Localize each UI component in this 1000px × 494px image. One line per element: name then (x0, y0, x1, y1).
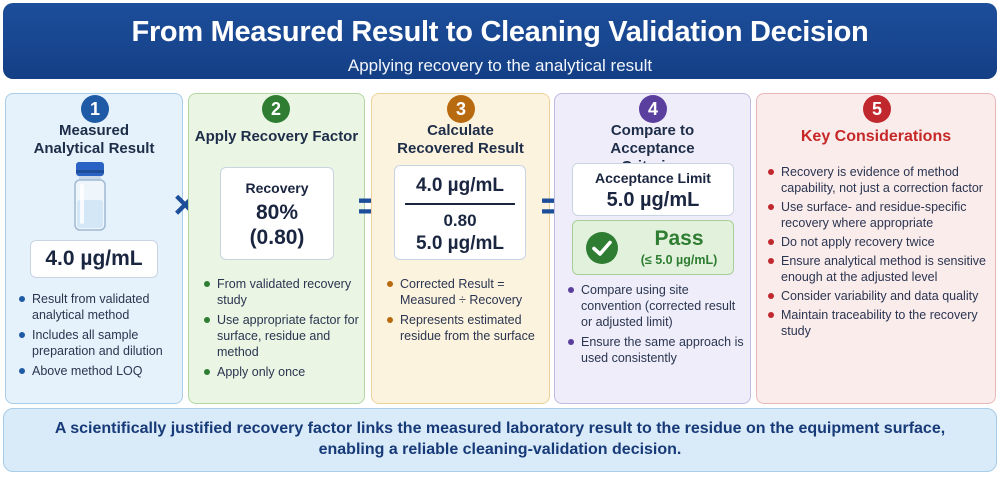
list-item: Above method LOQ (18, 363, 180, 379)
page-subtitle: Applying recovery to the analytical resu… (347, 56, 653, 75)
step-1-title: Measured Analytical Result (33, 122, 155, 157)
summary-line-1: A scientifically justified recovery fact… (54, 420, 946, 437)
list-item: Use surface- and residue-specific recove… (767, 199, 989, 231)
step-5-number-badge: 5 (863, 95, 891, 123)
step-2-number-badge: 2 (262, 95, 290, 123)
pass-result-box: Pass (≤ 5.0 µg/mL) (572, 220, 734, 275)
pass-detail: (≤ 5.0 µg/mL) (640, 253, 718, 267)
acceptance-limit-box: Acceptance Limit 5.0 µg/mL (572, 163, 734, 216)
list-item: Compare using site convention (corrected… (567, 282, 745, 330)
recovery-label: Recovery (245, 180, 309, 196)
calc-numerator: 4.0 µg/mL (415, 175, 505, 196)
step-3-title: Calculate Recovered Result (397, 122, 524, 157)
list-item: Maintain traceability to the recovery st… (767, 307, 989, 339)
list-item: Includes all sample preparation and dilu… (18, 327, 180, 359)
measured-result-value: 4.0 µg/mL (30, 240, 158, 278)
list-item: Corrected Result = Measured ÷ Recovery (386, 276, 546, 308)
calculation-box: 4.0 µg/mL 0.80 5.0 µg/mL (394, 165, 526, 260)
list-item: Result from validated analytical method (18, 291, 180, 323)
list-item: Consider variability and data quality (767, 288, 989, 304)
calc-result: 5.0 µg/mL (415, 232, 505, 254)
list-item: Represents estimated residue from the su… (386, 312, 546, 344)
step-5-panel: 5 Key Considerations Recovery is evidenc… (756, 93, 996, 404)
list-item: Ensure the same approach is used consist… (567, 334, 745, 366)
list-item: Use appropriate factor for surface, resi… (203, 312, 363, 360)
key-considerations-list: Recovery is evidence of method capabilit… (767, 164, 989, 342)
step-2-title: Apply Recovery Factor (194, 128, 359, 145)
step-2-bullets: From validated recovery study Use approp… (203, 276, 363, 384)
page-title: From Measured Result to Cleaning Validat… (131, 16, 869, 48)
list-item: From validated recovery study (203, 276, 363, 308)
header-banner: From Measured Result to Cleaning Validat… (3, 3, 997, 79)
list-item: Apply only once (203, 364, 363, 380)
fraction-bar (405, 203, 515, 205)
list-item: Recovery is evidence of method capabilit… (767, 164, 989, 196)
step-3-number-badge: 3 (447, 95, 475, 123)
summary-footer: A scientifically justified recovery fact… (3, 408, 997, 472)
step-4-number-badge: 4 (639, 95, 667, 123)
summary-line-2: enabling a reliable cleaning-validation … (318, 441, 682, 458)
calc-denominator: 0.80 (443, 210, 477, 230)
acceptance-limit-label: Acceptance Limit (595, 170, 711, 186)
step-1-panel: 1 Measured Analytical Result 4.0 µg/mL R… (5, 93, 183, 404)
pass-label: Pass (654, 227, 704, 250)
list-item: Ensure analytical method is sensitive en… (767, 253, 989, 285)
step-4-panel: 4 Compare to Acceptance Criterion Accept… (554, 93, 751, 404)
step-5-title: Key Considerations (800, 128, 952, 145)
step-3-bullets: Corrected Result = Measured ÷ Recovery R… (386, 276, 546, 348)
recovery-percent: 80% (255, 201, 299, 224)
step-4-bullets: Compare using site convention (corrected… (567, 282, 745, 370)
step-1-number-badge: 1 (81, 95, 109, 123)
list-item: Do not apply recovery twice (767, 234, 989, 250)
acceptance-limit-value: 5.0 µg/mL (606, 189, 700, 211)
step-1-bullets: Result from validated analytical method … (18, 291, 180, 383)
check-circle-icon (586, 232, 618, 264)
summary-text: A scientifically justified recovery fact… (4, 418, 996, 460)
step-3-panel: 3 Calculate Recovered Result 4.0 µg/mL 0… (371, 93, 550, 404)
recovery-factor-box: Recovery 80% (0.80) (220, 167, 334, 260)
recovery-decimal: (0.80) (249, 226, 305, 249)
sample-vial-icon (74, 162, 106, 231)
step-2-panel: 2 Apply Recovery Factor Recovery 80% (0.… (188, 93, 365, 404)
